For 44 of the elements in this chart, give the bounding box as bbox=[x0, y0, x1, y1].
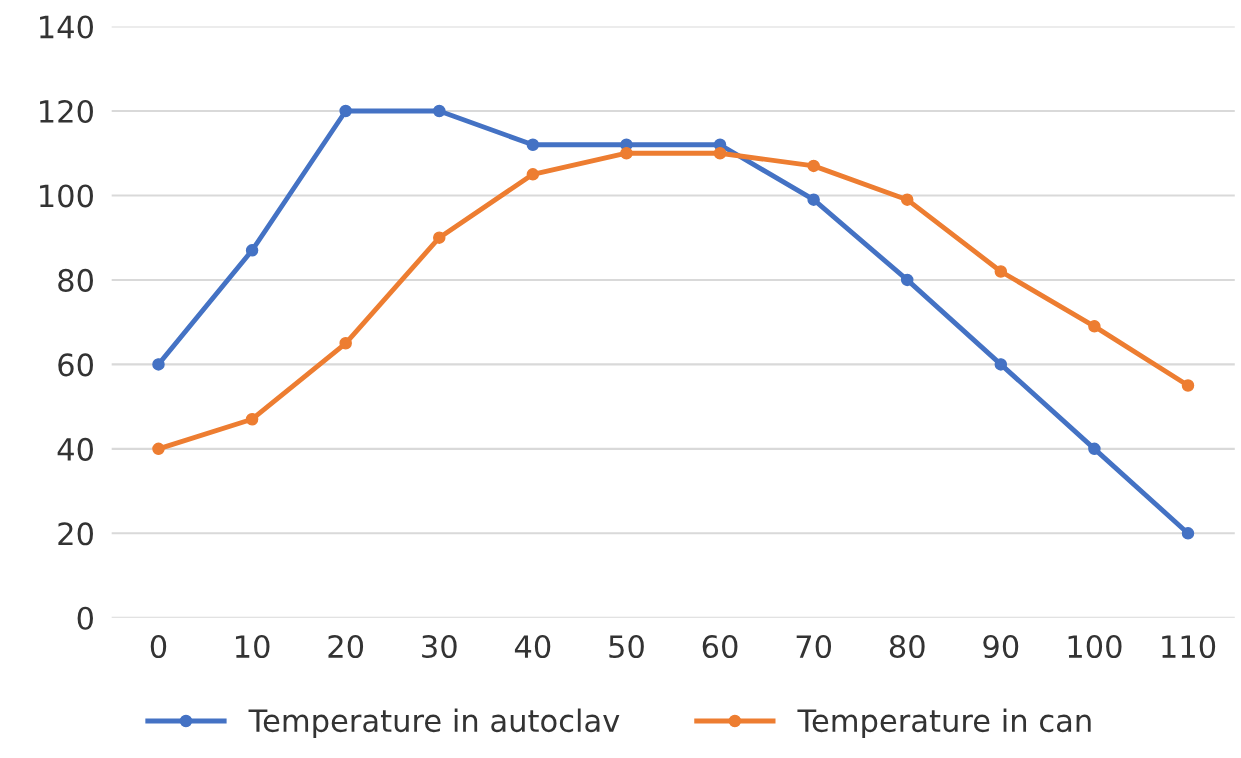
point bbox=[433, 104, 446, 118]
point bbox=[526, 168, 540, 181]
y-tick-label: 20 bbox=[58, 522, 93, 546]
point bbox=[339, 337, 352, 350]
legend-label: Temperature in autoclav bbox=[248, 708, 620, 739]
x-tick-label: 40 bbox=[514, 634, 551, 659]
y-tick-label: 60 bbox=[58, 353, 93, 377]
point bbox=[1181, 527, 1195, 540]
x-tick-label: 110 bbox=[1162, 634, 1216, 659]
x-tick-label: 90 bbox=[983, 634, 1019, 659]
point bbox=[994, 358, 1008, 371]
point bbox=[900, 273, 914, 287]
y-tick-label: 0 bbox=[77, 606, 93, 630]
point bbox=[245, 244, 259, 257]
point bbox=[1088, 320, 1101, 333]
point bbox=[526, 138, 540, 152]
x-tick-label: 20 bbox=[328, 634, 364, 659]
point bbox=[807, 193, 820, 206]
x-tick-label: 80 bbox=[889, 634, 925, 659]
y-tick-label: 40 bbox=[57, 437, 93, 461]
point bbox=[994, 265, 1008, 278]
point bbox=[1181, 379, 1195, 392]
point bbox=[713, 146, 727, 160]
point bbox=[245, 413, 259, 426]
y-tick-label: 140 bbox=[40, 15, 93, 39]
x-tick-label: 30 bbox=[422, 634, 457, 659]
y-tick-label: 100 bbox=[40, 184, 93, 208]
point bbox=[152, 358, 165, 371]
point bbox=[339, 104, 352, 118]
x-tick-label: 10 bbox=[235, 634, 270, 659]
point bbox=[620, 146, 633, 160]
legend-label: Temperature in can bbox=[797, 708, 1091, 739]
x-tick-label: 50 bbox=[609, 634, 644, 659]
y-tick-label: 80 bbox=[58, 268, 93, 292]
point bbox=[900, 193, 914, 206]
x-tick-label: 0 bbox=[150, 634, 167, 659]
point bbox=[152, 442, 165, 456]
point bbox=[807, 159, 820, 173]
y-tick-label: 120 bbox=[40, 99, 93, 124]
x-tick-label: 100 bbox=[1068, 634, 1122, 659]
point bbox=[433, 231, 446, 244]
x-tick-label: 60 bbox=[702, 634, 738, 659]
x-tick-label: 70 bbox=[796, 634, 832, 659]
point bbox=[1088, 442, 1101, 456]
